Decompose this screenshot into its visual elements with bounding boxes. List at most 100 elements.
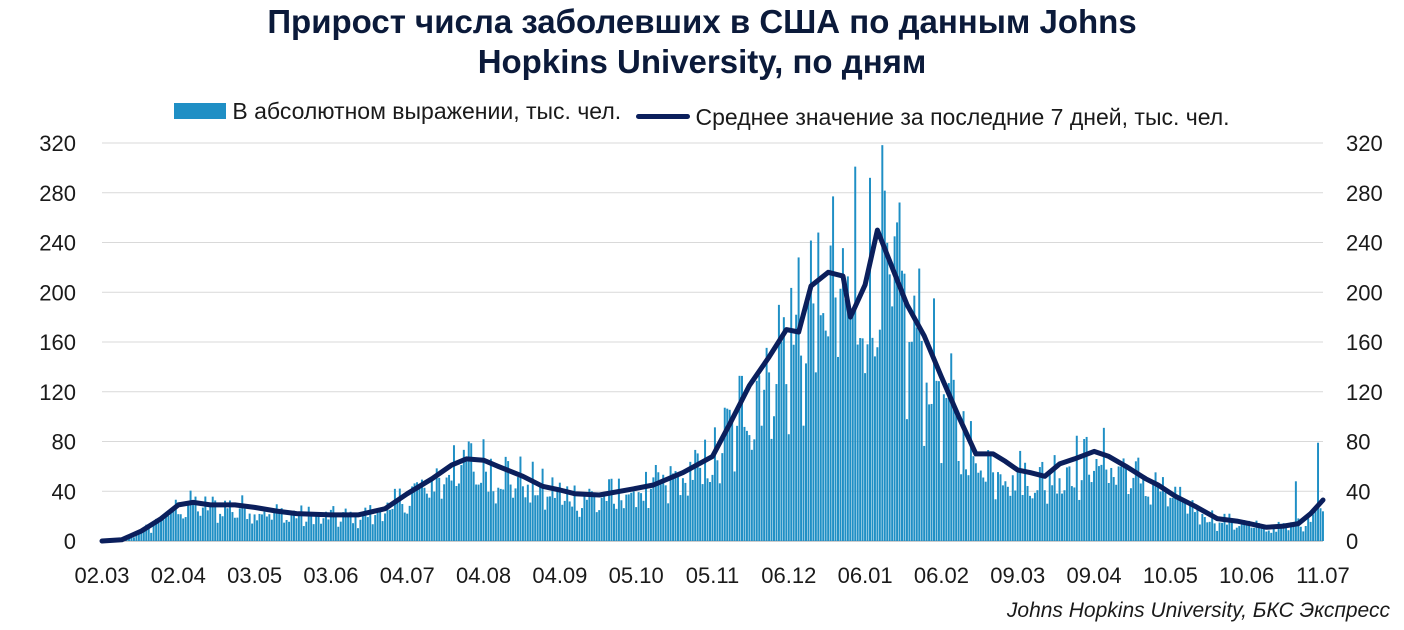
daily-bar <box>962 411 965 541</box>
daily-bar <box>1297 518 1300 541</box>
daily-bar <box>817 232 820 542</box>
daily-bar <box>681 478 684 541</box>
daily-bar <box>866 344 869 541</box>
daily-bar <box>1193 512 1196 541</box>
daily-bar <box>1147 496 1150 541</box>
daily-bar <box>696 453 699 541</box>
daily-bar <box>871 337 874 541</box>
daily-bar <box>1021 494 1024 541</box>
daily-bar <box>950 353 953 541</box>
daily-bar <box>745 430 748 541</box>
daily-bar <box>952 379 955 541</box>
daily-bar <box>1230 522 1233 541</box>
daily-bar <box>785 384 788 541</box>
y-tick-label-left: 40 <box>52 479 76 504</box>
daily-bar <box>620 500 623 541</box>
daily-bar <box>1085 436 1088 541</box>
daily-bar <box>549 496 551 541</box>
daily-bar <box>642 500 645 541</box>
daily-bar <box>768 372 771 541</box>
daily-bar <box>452 445 455 541</box>
daily-bar <box>147 528 150 541</box>
x-tick-label: 11.07 <box>1296 563 1349 588</box>
y-tick-label-right: 80 <box>1346 430 1370 455</box>
daily-bar <box>327 519 330 541</box>
daily-bar <box>1164 492 1167 541</box>
daily-bar <box>928 404 931 541</box>
daily-bar <box>588 488 591 541</box>
daily-bar <box>713 427 716 541</box>
daily-bar <box>189 490 192 541</box>
daily-bar <box>765 347 768 541</box>
daily-bar <box>622 508 625 541</box>
daily-bar <box>258 513 261 541</box>
daily-bar <box>654 464 657 541</box>
daily-bar <box>379 511 382 541</box>
daily-bar <box>401 504 404 541</box>
daily-bar <box>1056 493 1059 541</box>
daily-bar <box>1270 532 1273 541</box>
daily-bar <box>1181 502 1184 541</box>
daily-bar <box>1100 464 1103 541</box>
daily-bar <box>664 485 667 541</box>
daily-bar <box>1102 427 1105 541</box>
daily-bar <box>989 451 992 541</box>
daily-bar <box>391 508 394 541</box>
daily-bar <box>876 347 879 541</box>
daily-bar <box>667 503 670 541</box>
daily-bar <box>369 505 372 541</box>
daily-bar <box>903 273 906 541</box>
daily-bar <box>627 494 630 541</box>
daily-bar <box>497 487 500 541</box>
chart-title-line-1: Прирост числа заболевших в США по данным… <box>267 3 1137 40</box>
daily-bar <box>393 488 396 541</box>
daily-bar <box>502 489 505 541</box>
daily-bar <box>347 514 350 541</box>
avg-line-group <box>99 227 1326 544</box>
y-tick-label-right: 40 <box>1346 479 1370 504</box>
daily-bar <box>1090 482 1093 541</box>
daily-bar <box>795 314 798 541</box>
daily-bar <box>1075 435 1078 541</box>
daily-bar <box>1314 509 1317 541</box>
daily-bar <box>457 483 460 541</box>
daily-bar <box>1255 520 1258 541</box>
daily-bar <box>1142 479 1145 541</box>
daily-bar <box>1038 467 1041 541</box>
daily-bar <box>1221 522 1224 541</box>
daily-bar <box>361 515 364 541</box>
daily-bar <box>933 298 935 541</box>
daily-bar <box>1238 526 1241 541</box>
daily-bar <box>248 513 251 541</box>
daily-bar <box>1267 530 1270 541</box>
daily-bar <box>1250 527 1253 541</box>
daily-bar <box>492 491 495 541</box>
daily-bar <box>923 445 926 541</box>
daily-bar <box>590 491 593 541</box>
daily-bar <box>1036 490 1039 541</box>
daily-bar <box>1097 466 1100 541</box>
daily-bar <box>1299 526 1302 541</box>
chart-title: Прирост числа заболевших в США по данным… <box>0 2 1404 82</box>
daily-bar <box>1272 527 1275 541</box>
daily-bar <box>1105 469 1108 541</box>
daily-bar <box>1026 485 1029 541</box>
x-tick-label: 10.05 <box>1143 563 1198 588</box>
daily-bar <box>684 482 687 541</box>
daily-bar <box>637 492 640 541</box>
daily-bar <box>1218 522 1221 541</box>
daily-bar <box>792 344 795 541</box>
daily-bar <box>192 502 195 541</box>
daily-bar <box>723 407 726 541</box>
daily-bar <box>142 527 145 541</box>
daily-bar <box>805 363 807 541</box>
daily-bar <box>1043 490 1046 541</box>
daily-bar <box>854 166 857 541</box>
daily-bar <box>484 471 487 541</box>
daily-bar <box>1053 455 1056 541</box>
legend-item-bars: В абсолютном выражении, тыс. чел. <box>174 96 621 126</box>
daily-bar <box>324 511 327 541</box>
daily-bar <box>1174 486 1177 541</box>
daily-bar <box>214 500 217 541</box>
daily-bar <box>305 521 308 541</box>
